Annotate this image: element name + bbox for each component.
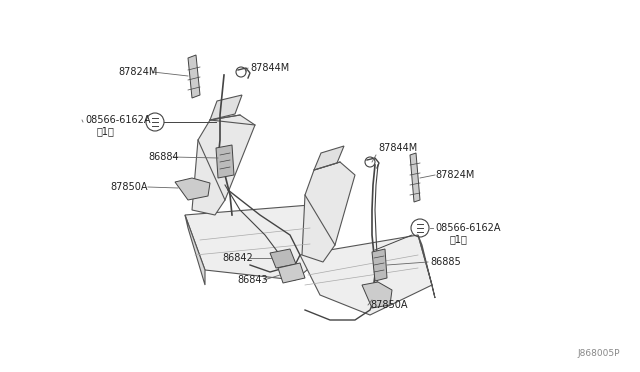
Polygon shape <box>410 153 420 202</box>
Polygon shape <box>270 249 296 268</box>
Text: 87850A: 87850A <box>370 300 408 310</box>
Text: 86885: 86885 <box>430 257 461 267</box>
Text: 86884: 86884 <box>148 152 179 162</box>
Text: 87844M: 87844M <box>378 143 417 153</box>
Text: 87824M: 87824M <box>435 170 474 180</box>
Polygon shape <box>362 282 392 308</box>
Polygon shape <box>185 215 205 285</box>
Polygon shape <box>175 178 210 200</box>
Text: 08566-6162A: 08566-6162A <box>435 223 500 233</box>
Polygon shape <box>185 205 325 280</box>
Polygon shape <box>210 95 242 120</box>
Polygon shape <box>302 162 355 262</box>
Polygon shape <box>418 235 435 298</box>
Polygon shape <box>188 55 200 98</box>
Polygon shape <box>216 145 234 178</box>
Text: 87824M: 87824M <box>118 67 157 77</box>
Polygon shape <box>372 249 387 281</box>
Text: 87844M: 87844M <box>250 63 289 73</box>
Text: 86842: 86842 <box>222 253 253 263</box>
Text: （1）: （1） <box>97 126 115 136</box>
Text: J868005P: J868005P <box>577 349 620 358</box>
Polygon shape <box>300 235 432 315</box>
Text: 87850A: 87850A <box>110 182 147 192</box>
Polygon shape <box>192 115 255 215</box>
Text: 86843: 86843 <box>237 275 268 285</box>
Polygon shape <box>278 263 305 283</box>
Text: 08566-6162A: 08566-6162A <box>85 115 150 125</box>
Polygon shape <box>314 146 344 170</box>
Text: （1）: （1） <box>450 234 468 244</box>
